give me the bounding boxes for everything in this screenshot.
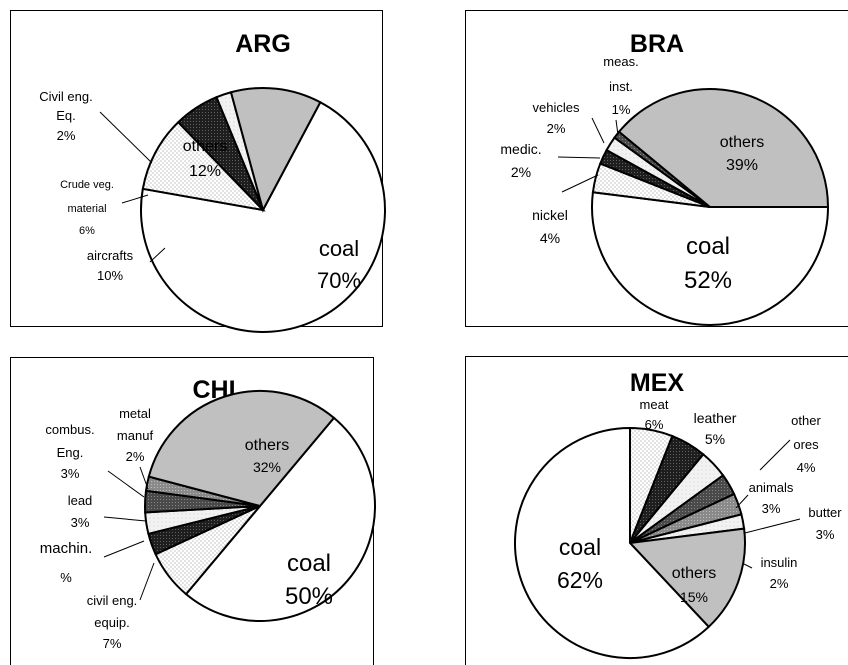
slice-pct-meat: 6% [645, 417, 664, 432]
slice-label-civil-eng-equip: equip. [94, 615, 129, 630]
slice-pct-other-ores: 4% [797, 460, 816, 475]
chart-title: ARG [235, 30, 291, 58]
slice-pct-butter: 3% [816, 527, 835, 542]
chart-frame [10, 10, 383, 327]
leader-line [107, 470, 145, 498]
slice-pct-others: 15% [680, 589, 708, 605]
slice-label-other-ores: other [791, 413, 821, 428]
slice-label-metal-manuf: metal [119, 406, 151, 421]
slice-label-lead: lead [68, 493, 93, 508]
slice-label-combus-eng: combus. [45, 422, 94, 437]
leader-line [103, 516, 147, 522]
slice-label-aircrafts: aircrafts [87, 248, 134, 263]
slice-label-coal: coal [287, 550, 331, 577]
leader-line [99, 111, 153, 164]
leader-line [121, 194, 149, 204]
slice-label-animals: animals [749, 480, 794, 495]
leader-line [743, 563, 753, 569]
slice-label-coal: coal [319, 236, 359, 261]
slice-pct-nickel: 4% [540, 230, 560, 246]
slice-pct-animals: 3% [762, 501, 781, 516]
slice-label-meat: meat [640, 397, 669, 412]
slice-pct-insulin: 2% [770, 576, 789, 591]
slice-label-others: others [672, 565, 716, 582]
pie-slice-coal [140, 100, 386, 333]
slice-label-coal: coal [559, 534, 601, 560]
slice-label-insulin: insulin [761, 555, 798, 570]
slice-pct-aircrafts: 10% [97, 268, 123, 283]
slice-pct-others: 12% [189, 163, 221, 180]
pie-slice-others [147, 389, 336, 508]
leader-line [561, 174, 599, 193]
chart-frame [465, 356, 848, 665]
pie-chart-bra: BRA coal 52% nickel 4% medic. 2% vehicles 2% meas… [465, 10, 848, 327]
chart-title: MEX [630, 369, 685, 397]
leader-line [735, 494, 749, 509]
slice-label-butter: butter [808, 505, 842, 520]
slice-pct-others: 32% [253, 459, 281, 475]
slice-label-combus-eng: Eng. [57, 445, 84, 460]
slice-pct-coal: 50% [285, 583, 333, 610]
slice-pct-civil-eng-equip: 7% [103, 636, 122, 651]
leader-line [744, 518, 801, 534]
slice-label-other-ores: ores [793, 437, 819, 452]
leader-line [139, 466, 149, 490]
leader-line [591, 117, 605, 144]
leader-line [759, 439, 791, 471]
pie-chart-mex: MEX coal 62% meat 6% leather 5% other ores 4%anim… [465, 356, 848, 665]
slice-pct-others: 39% [726, 157, 758, 174]
slice-label-crude-veg-material: material [67, 203, 106, 215]
chart-title: BRA [630, 30, 684, 58]
slice-pct-civil-eng-eq: 2% [57, 128, 76, 143]
slice-label-civil-eng-eq: Eq. [56, 108, 76, 123]
slice-pct-medic: 2% [511, 164, 531, 180]
slice-pct-coal: 52% [684, 267, 732, 294]
slice-label-machin: machin. [40, 540, 93, 557]
pie-slice-others [617, 88, 830, 208]
slice-label-coal: coal [686, 233, 730, 260]
slice-label-medic: medic. [500, 141, 541, 157]
pie-slice-coal [591, 191, 830, 326]
slice-label-metal-manuf: manuf [117, 428, 154, 443]
slice-label-others: others [720, 134, 764, 151]
leader-line [103, 540, 145, 558]
slice-pct-meas-inst: 1% [612, 102, 631, 117]
pie-slice-coal [514, 426, 711, 659]
slice-label-crude-veg-material: Crude veg. [60, 179, 114, 191]
leader-line [149, 247, 166, 263]
slice-label-vehicles: vehicles [533, 100, 580, 115]
slice-label-nickel: nickel [532, 207, 568, 223]
slice-label-meas-inst: meas. [603, 54, 638, 69]
pie-slice-aircrafts [141, 120, 266, 212]
slice-label-others: others [245, 437, 289, 454]
chart-frame [465, 10, 848, 327]
slice-label-civil-eng-eq: Civil eng. [39, 89, 92, 104]
pie-chart-arg: ARG coal 70% aircrafts 10% Crude veg. material… [10, 10, 386, 333]
slice-pct-crude-veg-material: 6% [79, 225, 95, 237]
slice-label-others: others [183, 138, 227, 155]
leader-line [139, 562, 155, 601]
leader-line [615, 119, 619, 136]
slice-pct-vehicles: 2% [547, 121, 566, 136]
slice-label-leather: leather [694, 410, 737, 426]
slice-pct-coal: 70% [317, 268, 361, 293]
slice-pct-leather: 5% [705, 431, 725, 447]
pie-slice-others [627, 527, 746, 629]
slice-pct-coal: 62% [557, 567, 603, 593]
slice-label-meas-inst: inst. [609, 79, 633, 94]
pie-slice-coal [184, 416, 376, 622]
pie-slice-others [229, 87, 322, 213]
leader-line [557, 156, 601, 159]
slice-pct-combus-eng: 3% [61, 466, 80, 481]
slice-label-civil-eng-equip: civil eng. [87, 593, 138, 608]
slice-pct-lead: 3% [71, 515, 90, 530]
slice-pct-metal-manuf: 2% [126, 449, 145, 464]
slice-pct-machin: % [60, 570, 72, 585]
